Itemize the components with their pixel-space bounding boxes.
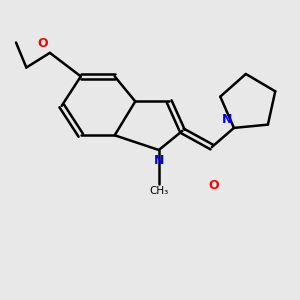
Text: N: N bbox=[154, 154, 164, 166]
Text: N: N bbox=[222, 112, 232, 126]
Text: CH₃: CH₃ bbox=[149, 186, 169, 196]
Text: O: O bbox=[37, 38, 47, 50]
Text: O: O bbox=[208, 179, 219, 192]
